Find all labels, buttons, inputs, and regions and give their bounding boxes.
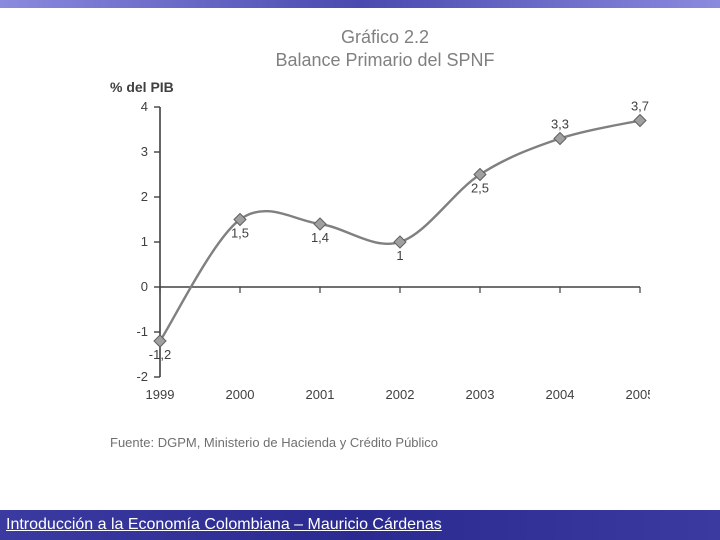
chart-title-line-2: Balance Primario del SPNF <box>100 49 670 72</box>
svg-text:3,3: 3,3 <box>551 117 569 132</box>
top-accent-bar <box>0 0 720 8</box>
svg-text:2,5: 2,5 <box>471 181 489 196</box>
chart: -2 -1 0 1 2 3 4 1999 2000 2001 2002 2003 2004 2005 -1,… <box>110 97 650 427</box>
svg-text:-2: -2 <box>136 369 148 384</box>
svg-text:1999: 1999 <box>146 387 175 402</box>
chart-svg: -2 -1 0 1 2 3 4 1999 2000 2001 2002 2003 2004 2005 -1,… <box>110 97 650 427</box>
svg-text:-1,2: -1,2 <box>149 347 171 362</box>
svg-text:3: 3 <box>141 144 148 159</box>
svg-text:2002: 2002 <box>386 387 415 402</box>
chart-title: Gráfico 2.2 Balance Primario del SPNF <box>100 26 670 71</box>
svg-text:1,4: 1,4 <box>311 230 329 245</box>
chart-title-line-1: Gráfico 2.2 <box>100 26 670 49</box>
svg-text:2004: 2004 <box>546 387 575 402</box>
svg-text:2005: 2005 <box>626 387 650 402</box>
svg-text:4: 4 <box>141 99 148 114</box>
svg-text:3,7: 3,7 <box>631 99 649 114</box>
svg-text:1: 1 <box>396 248 403 263</box>
content-area: Gráfico 2.2 Balance Primario del SPNF % … <box>0 8 720 540</box>
svg-text:2003: 2003 <box>466 387 495 402</box>
footer-bar: Introducción a la Economía Colombiana – … <box>0 510 720 540</box>
svg-text:1: 1 <box>141 234 148 249</box>
svg-text:0: 0 <box>141 279 148 294</box>
svg-text:2: 2 <box>141 189 148 204</box>
svg-text:1,5: 1,5 <box>231 226 249 241</box>
svg-text:2001: 2001 <box>306 387 335 402</box>
y-axis-title: % del PIB <box>110 79 670 95</box>
slide: Gráfico 2.2 Balance Primario del SPNF % … <box>0 0 720 540</box>
svg-text:2000: 2000 <box>226 387 255 402</box>
chart-source: Fuente: DGPM, Ministerio de Hacienda y C… <box>110 435 670 450</box>
svg-text:-1: -1 <box>136 324 148 339</box>
footer-text: Introducción a la Economía Colombiana – … <box>6 516 442 534</box>
